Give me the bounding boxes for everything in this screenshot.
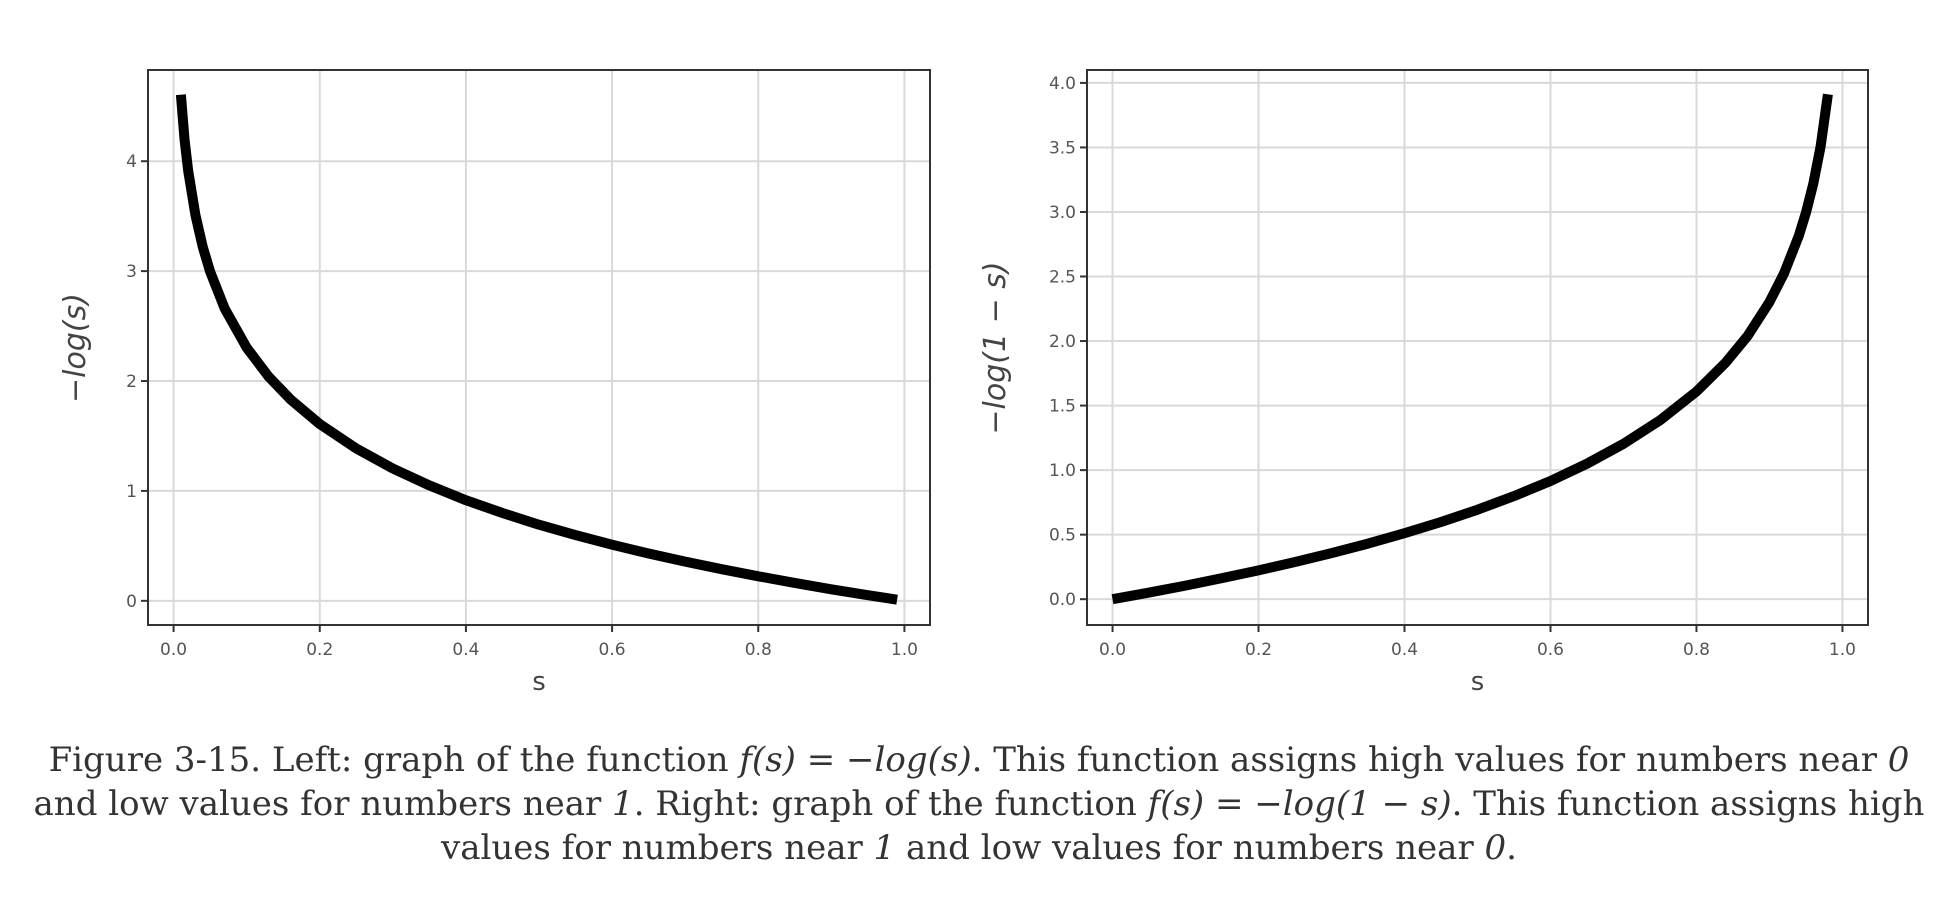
y-tick-label: 3 (126, 262, 137, 282)
x-axis-label: s (532, 667, 546, 697)
chart-left: 0.0 0.2 0.4 0.6 0.8 1.0 0 1 2 3 4 s −log(s) (58, 69, 931, 697)
y-tick-label: 4.0 (1049, 74, 1076, 94)
y-tick-label: 0 (126, 592, 137, 612)
x-tick-label: 0.4 (452, 640, 479, 660)
figure-caption: Figure 3-15. Left: graph of the function… (20, 738, 1938, 870)
caption-italic: 1 (612, 784, 634, 824)
y-tick-label: 2.5 (1049, 268, 1076, 288)
x-tick-label: 0.8 (1683, 640, 1710, 660)
y-tick-label: 1.0 (1049, 461, 1076, 481)
y-tick-label: 4 (126, 152, 137, 172)
caption-part: . This function assigns high values for … (441, 784, 1925, 868)
x-tick-label: 0.6 (599, 640, 626, 660)
series-line (1111, 93, 1833, 605)
caption-italic: 0 (1887, 740, 1910, 780)
y-axis-label: −log(1 − s) (978, 261, 1013, 434)
series-line (175, 94, 898, 605)
chart-right: 0.0 0.2 0.4 0.6 0.8 1.0 0.0 0.5 1.0 1.5 2.0 2.5 3.0 3… (978, 69, 1869, 697)
caption-part: and low values for numbers near (895, 828, 1485, 868)
x-tick-label: 1.0 (891, 640, 918, 660)
y-tick-label: 0.5 (1049, 526, 1076, 546)
y-tick-label: 2 (126, 372, 137, 392)
x-tick-label: 0.8 (745, 640, 772, 660)
x-tick-label: 1.0 (1829, 640, 1856, 660)
plot-frame (1086, 69, 1869, 626)
caption-math-left: f(s) = −log(s) (739, 740, 972, 780)
x-tick-label: 0.2 (306, 640, 333, 660)
x-tick-label: 0.0 (1099, 640, 1126, 660)
y-tick-label: 2.0 (1049, 332, 1076, 352)
y-tick-label: 1.5 (1049, 397, 1076, 417)
y-tick-label: 1 (126, 482, 137, 502)
x-tick-label: 0.0 (160, 640, 187, 660)
plot-frame (147, 69, 931, 626)
caption-italic: 0 (1484, 828, 1507, 868)
caption-italic: 1 (873, 828, 896, 868)
x-axis-label: s (1471, 667, 1485, 697)
caption-part: Figure 3-15. Left: graph of the function (48, 740, 740, 780)
plots-canvas: 0.0 0.2 0.4 0.6 0.8 1.0 0 1 2 3 4 s −log(s) 0.0 0.2 0.4… (58, 69, 1869, 697)
caption-part: . This function assigns high values for … (971, 740, 1888, 780)
x-tick-label: 0.2 (1245, 640, 1272, 660)
caption-part: and low values for numbers near (33, 784, 613, 824)
caption-part: . (1506, 828, 1517, 868)
y-tick-label: 0.0 (1049, 590, 1076, 610)
x-tick-label: 0.4 (1391, 640, 1418, 660)
caption-part: . Right: graph of the function (633, 784, 1148, 824)
x-tick-label: 0.6 (1537, 640, 1564, 660)
caption-math-right: f(s) = −log(1 − s) (1147, 784, 1452, 824)
y-tick-label: 3.0 (1049, 203, 1076, 223)
y-axis-label: −log(s) (58, 293, 93, 403)
y-tick-label: 3.5 (1049, 138, 1076, 158)
